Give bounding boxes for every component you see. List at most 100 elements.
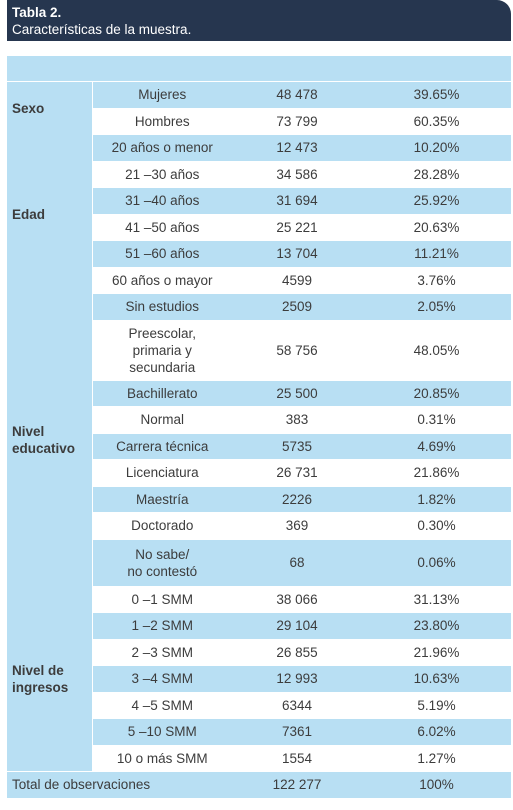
table-row: No sabe/no contestó 68 0.06% <box>7 538 511 586</box>
category-cell: Mujeres <box>92 81 232 108</box>
percent-cell: 1.27% <box>362 744 511 772</box>
category-cell: 10 o más SMM <box>92 744 232 772</box>
category-cell: 31 –40 años <box>92 187 232 214</box>
category-cell: 51 –60 años <box>92 240 232 267</box>
count-cell: 2226 <box>232 485 362 513</box>
category-cell: 0 –1 SMM <box>92 585 232 613</box>
count-cell: 7361 <box>232 718 362 745</box>
table-row: Carrera técnica 5735 4.69% <box>7 432 511 460</box>
percent-cell: 23.80% <box>362 612 511 639</box>
count-cell: 4599 <box>232 266 362 294</box>
category-cell: Licenciatura <box>92 459 232 486</box>
category-cell: Hombres <box>92 107 232 135</box>
table-title: Características de la muestra. <box>12 22 192 37</box>
count-cell: 369 <box>232 512 362 539</box>
table-row: 60 años o mayor 4599 3.76% <box>7 266 511 294</box>
count-cell: 25 500 <box>232 379 362 407</box>
table-row: Nivel de ingresos 0 –1 SMM 38 066 31.13% <box>7 585 511 772</box>
count-cell: 73 799 <box>232 107 362 135</box>
category-cell: Bachillerato <box>92 379 232 407</box>
total-label: Total de observaciones <box>7 771 232 798</box>
count-cell: 13 704 <box>232 240 362 267</box>
table-row: Doctorado 369 0.30% <box>7 512 511 539</box>
category-cell: 3 –4 SMM <box>92 665 232 692</box>
count-cell: 26 731 <box>232 459 362 486</box>
count-cell: 6344 <box>232 691 362 719</box>
table-row: Sexo Mujeres 48 478 39.65% <box>7 81 511 135</box>
count-cell: 31 694 <box>232 187 362 214</box>
table-row: 31 –40 años 31 694 25.92% <box>7 187 511 214</box>
category-cell: Normal <box>92 406 232 433</box>
category-cell: Maestría <box>92 485 232 513</box>
category-cell: Carrera técnica <box>92 432 232 460</box>
count-cell: 5735 <box>232 432 362 460</box>
count-cell: 383 <box>232 406 362 433</box>
table-header: Tabla 2. Características de la muestra. <box>7 0 511 41</box>
percent-cell: 25.92% <box>362 187 511 214</box>
group-label: Sexo <box>7 81 93 135</box>
table-row: Normal 383 0.31% <box>7 406 511 433</box>
count-cell: 58 756 <box>232 319 362 380</box>
category-cell: 5 –10 SMM <box>92 718 232 745</box>
count-cell: 12 993 <box>232 665 362 692</box>
table-row: Hombres 73 799 60.35% <box>7 107 511 135</box>
category-cell: Sin estudios <box>92 293 232 320</box>
percent-cell: 0.30% <box>362 512 511 539</box>
table-row: Nivel educativo Sin estudios 2509 2.05% <box>7 293 511 586</box>
percent-cell: 28.28% <box>362 160 511 188</box>
group-label: Nivel de ingresos <box>7 586 93 772</box>
percent-cell: 1.82% <box>362 485 511 513</box>
count-cell: 38 066 <box>232 585 362 613</box>
count-cell: 48 478 <box>232 81 362 108</box>
table-row: Preescolar, primaria y secundaria 58 756 48.… <box>7 319 511 380</box>
percent-cell: 3.76% <box>362 266 511 294</box>
count-cell: 12 473 <box>232 134 362 161</box>
table-row: 51 –60 años 13 704 11.21% <box>7 240 511 267</box>
group-label: Edad <box>7 134 93 294</box>
category-cell: Preescolar, primaria y secundaria <box>92 319 232 380</box>
percent-cell: 5.19% <box>362 691 511 719</box>
table-row: 21 –30 años 34 586 28.28% <box>7 160 511 188</box>
percent-cell: 4.69% <box>362 432 511 460</box>
category-cell: 21 –30 años <box>92 160 232 188</box>
count-cell: 1554 <box>232 744 362 772</box>
percent-cell: 0.06% <box>362 538 511 586</box>
percent-cell: 20.85% <box>362 379 511 407</box>
category-cell: 4 –5 SMM <box>92 691 232 719</box>
total-percent: 100% <box>362 771 511 798</box>
category-cell: 41 –50 años <box>92 213 232 241</box>
count-cell: 25 221 <box>232 213 362 241</box>
table-top-band <box>7 56 511 81</box>
percent-cell: 20.63% <box>362 213 511 241</box>
percent-cell: 39.65% <box>362 81 511 108</box>
percent-cell: 0.31% <box>362 406 511 433</box>
group-label: Nivel educativo <box>7 293 93 586</box>
category-cell: 1 –2 SMM <box>92 612 232 639</box>
table-row: Licenciatura 26 731 21.86% <box>7 459 511 486</box>
table-row: 2 –3 SMM 26 855 21.96% <box>7 638 511 666</box>
percent-cell: 10.20% <box>362 134 511 161</box>
percent-cell: 48.05% <box>362 319 511 380</box>
percent-cell: 60.35% <box>362 107 511 135</box>
category-cell: Doctorado <box>92 512 232 539</box>
category-cell: 20 años o menor <box>92 134 232 161</box>
count-cell: 68 <box>232 538 362 586</box>
percent-cell: 10.63% <box>362 665 511 692</box>
category-cell: 2 –3 SMM <box>92 638 232 666</box>
percent-cell: 2.05% <box>362 293 511 320</box>
percent-cell: 21.96% <box>362 638 511 666</box>
total-count: 122 277 <box>232 771 362 798</box>
table-row: Maestría 2226 1.82% <box>7 485 511 513</box>
percent-cell: 11.21% <box>362 240 511 267</box>
table-row: 4 –5 SMM 6344 5.19% <box>7 691 511 719</box>
category-cell: No sabe/no contestó <box>92 538 232 586</box>
percent-cell: 6.02% <box>362 718 511 745</box>
table-row: Edad 20 años o menor 12 473 10.20% <box>7 134 511 294</box>
table-label: Tabla 2. <box>12 5 62 20</box>
count-cell: 29 104 <box>232 612 362 639</box>
count-cell: 2509 <box>232 293 362 320</box>
table-row: Bachillerato 25 500 20.85% <box>7 379 511 407</box>
percent-cell: 21.86% <box>362 459 511 486</box>
percent-cell: 31.13% <box>362 585 511 613</box>
total-row: Total de observaciones 122 277 100% <box>7 771 511 798</box>
